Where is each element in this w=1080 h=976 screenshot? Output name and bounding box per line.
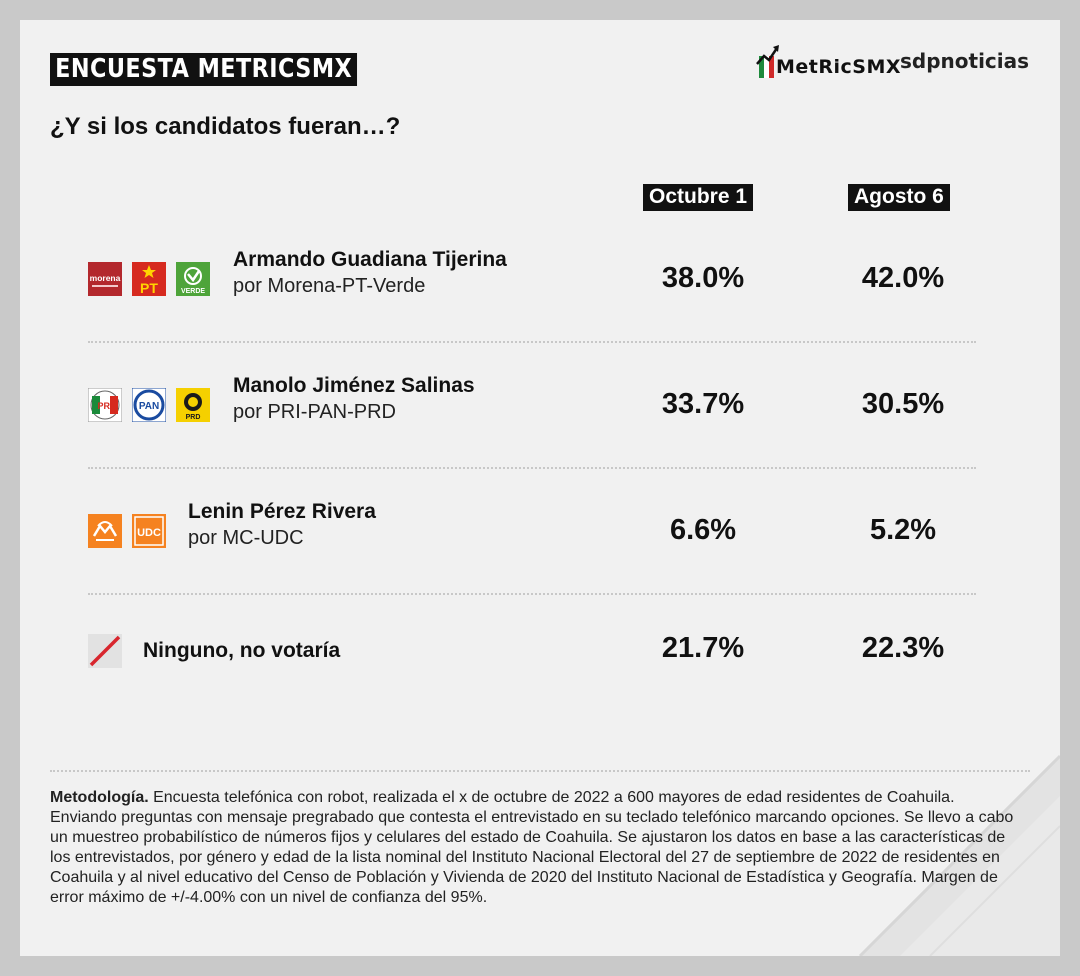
pri-logo: PRI bbox=[88, 388, 122, 422]
pan-logo: PAN bbox=[132, 388, 166, 422]
corner-decoration bbox=[858, 754, 1060, 956]
percent-august: 5.2% bbox=[869, 514, 937, 546]
methodology-label: Metodología. bbox=[50, 789, 149, 806]
candidate-info: Lenin Pérez Rivera por MC-UDC bbox=[188, 498, 376, 552]
svg-text:PRI: PRI bbox=[97, 401, 112, 411]
pt-logo: PT bbox=[132, 262, 166, 296]
methodology-divider bbox=[50, 770, 1030, 772]
candidate-info: Manolo Jiménez Salinas por PRI-PAN-PRD bbox=[233, 372, 475, 426]
svg-text:morena: morena bbox=[90, 273, 121, 283]
flag-icon bbox=[759, 56, 774, 78]
metricsmx-logo: MetRicSMX bbox=[755, 45, 902, 78]
percent-october: 38.0% bbox=[661, 262, 745, 294]
party-logos: PRI PAN PRD bbox=[88, 388, 210, 422]
percent-october: 21.7% bbox=[661, 632, 745, 664]
svg-text:PRD: PRD bbox=[186, 414, 201, 421]
svg-text:UDC: UDC bbox=[137, 527, 161, 539]
candidate-name: Ninguno, no votaría bbox=[143, 639, 341, 662]
svg-text:VERDE: VERDE bbox=[181, 288, 205, 295]
column-header-october: Octubre 1 bbox=[643, 184, 754, 211]
candidate-info: Ninguno, no votaría bbox=[143, 637, 340, 664]
percent-october: 6.6% bbox=[669, 514, 737, 546]
candidate-name: Armando Guadiana Tijerina bbox=[233, 248, 507, 271]
candidate-party: por PRI-PAN-PRD bbox=[233, 401, 396, 423]
svg-text:PT: PT bbox=[140, 280, 158, 296]
mc-logo bbox=[88, 514, 122, 548]
percent-august: 30.5% bbox=[861, 388, 945, 420]
poll-card: ENCUESTA METRICSMX MetRicSMX sdpnoticias… bbox=[20, 20, 1060, 956]
verde-logo: VERDE bbox=[176, 262, 210, 296]
row-divider bbox=[88, 593, 976, 595]
morena-logo: morena bbox=[88, 262, 122, 296]
metricsmx-logo-text: MetRicSMX bbox=[776, 56, 902, 78]
prd-logo: PRD bbox=[176, 388, 210, 422]
candidate-info: Armando Guadiana Tijerina por Morena-PT-… bbox=[233, 246, 507, 300]
percent-october: 33.7% bbox=[661, 388, 745, 420]
row-divider bbox=[88, 467, 976, 469]
methodology-text: Encuesta telefónica con robot, realizada… bbox=[50, 789, 1014, 906]
poll-title: ENCUESTA METRICSMX bbox=[50, 53, 358, 86]
slash-icon bbox=[88, 634, 122, 668]
party-logos bbox=[88, 634, 122, 668]
trend-arrow-icon bbox=[756, 45, 779, 65]
candidate-party: por MC-UDC bbox=[188, 527, 304, 549]
candidate-party: por Morena-PT-Verde bbox=[233, 275, 426, 297]
sdpnoticias-logo: sdpnoticias bbox=[900, 49, 1030, 73]
percent-august: 22.3% bbox=[861, 632, 945, 664]
udc-logo: UDC bbox=[132, 514, 166, 548]
candidate-name: Lenin Pérez Rivera bbox=[188, 500, 376, 523]
party-logos: morena PT VERDE bbox=[88, 262, 210, 296]
row-divider bbox=[88, 341, 976, 343]
methodology-note: Metodología. Encuesta telefónica con rob… bbox=[50, 788, 1025, 908]
column-header-august: Agosto 6 bbox=[848, 184, 950, 211]
party-logos: UDC bbox=[88, 514, 166, 548]
question-subtitle: ¿Y si los candidatos fueran…? bbox=[50, 113, 401, 140]
candidate-name: Manolo Jiménez Salinas bbox=[233, 374, 475, 397]
percent-august: 42.0% bbox=[861, 262, 945, 294]
svg-text:PAN: PAN bbox=[139, 401, 159, 412]
